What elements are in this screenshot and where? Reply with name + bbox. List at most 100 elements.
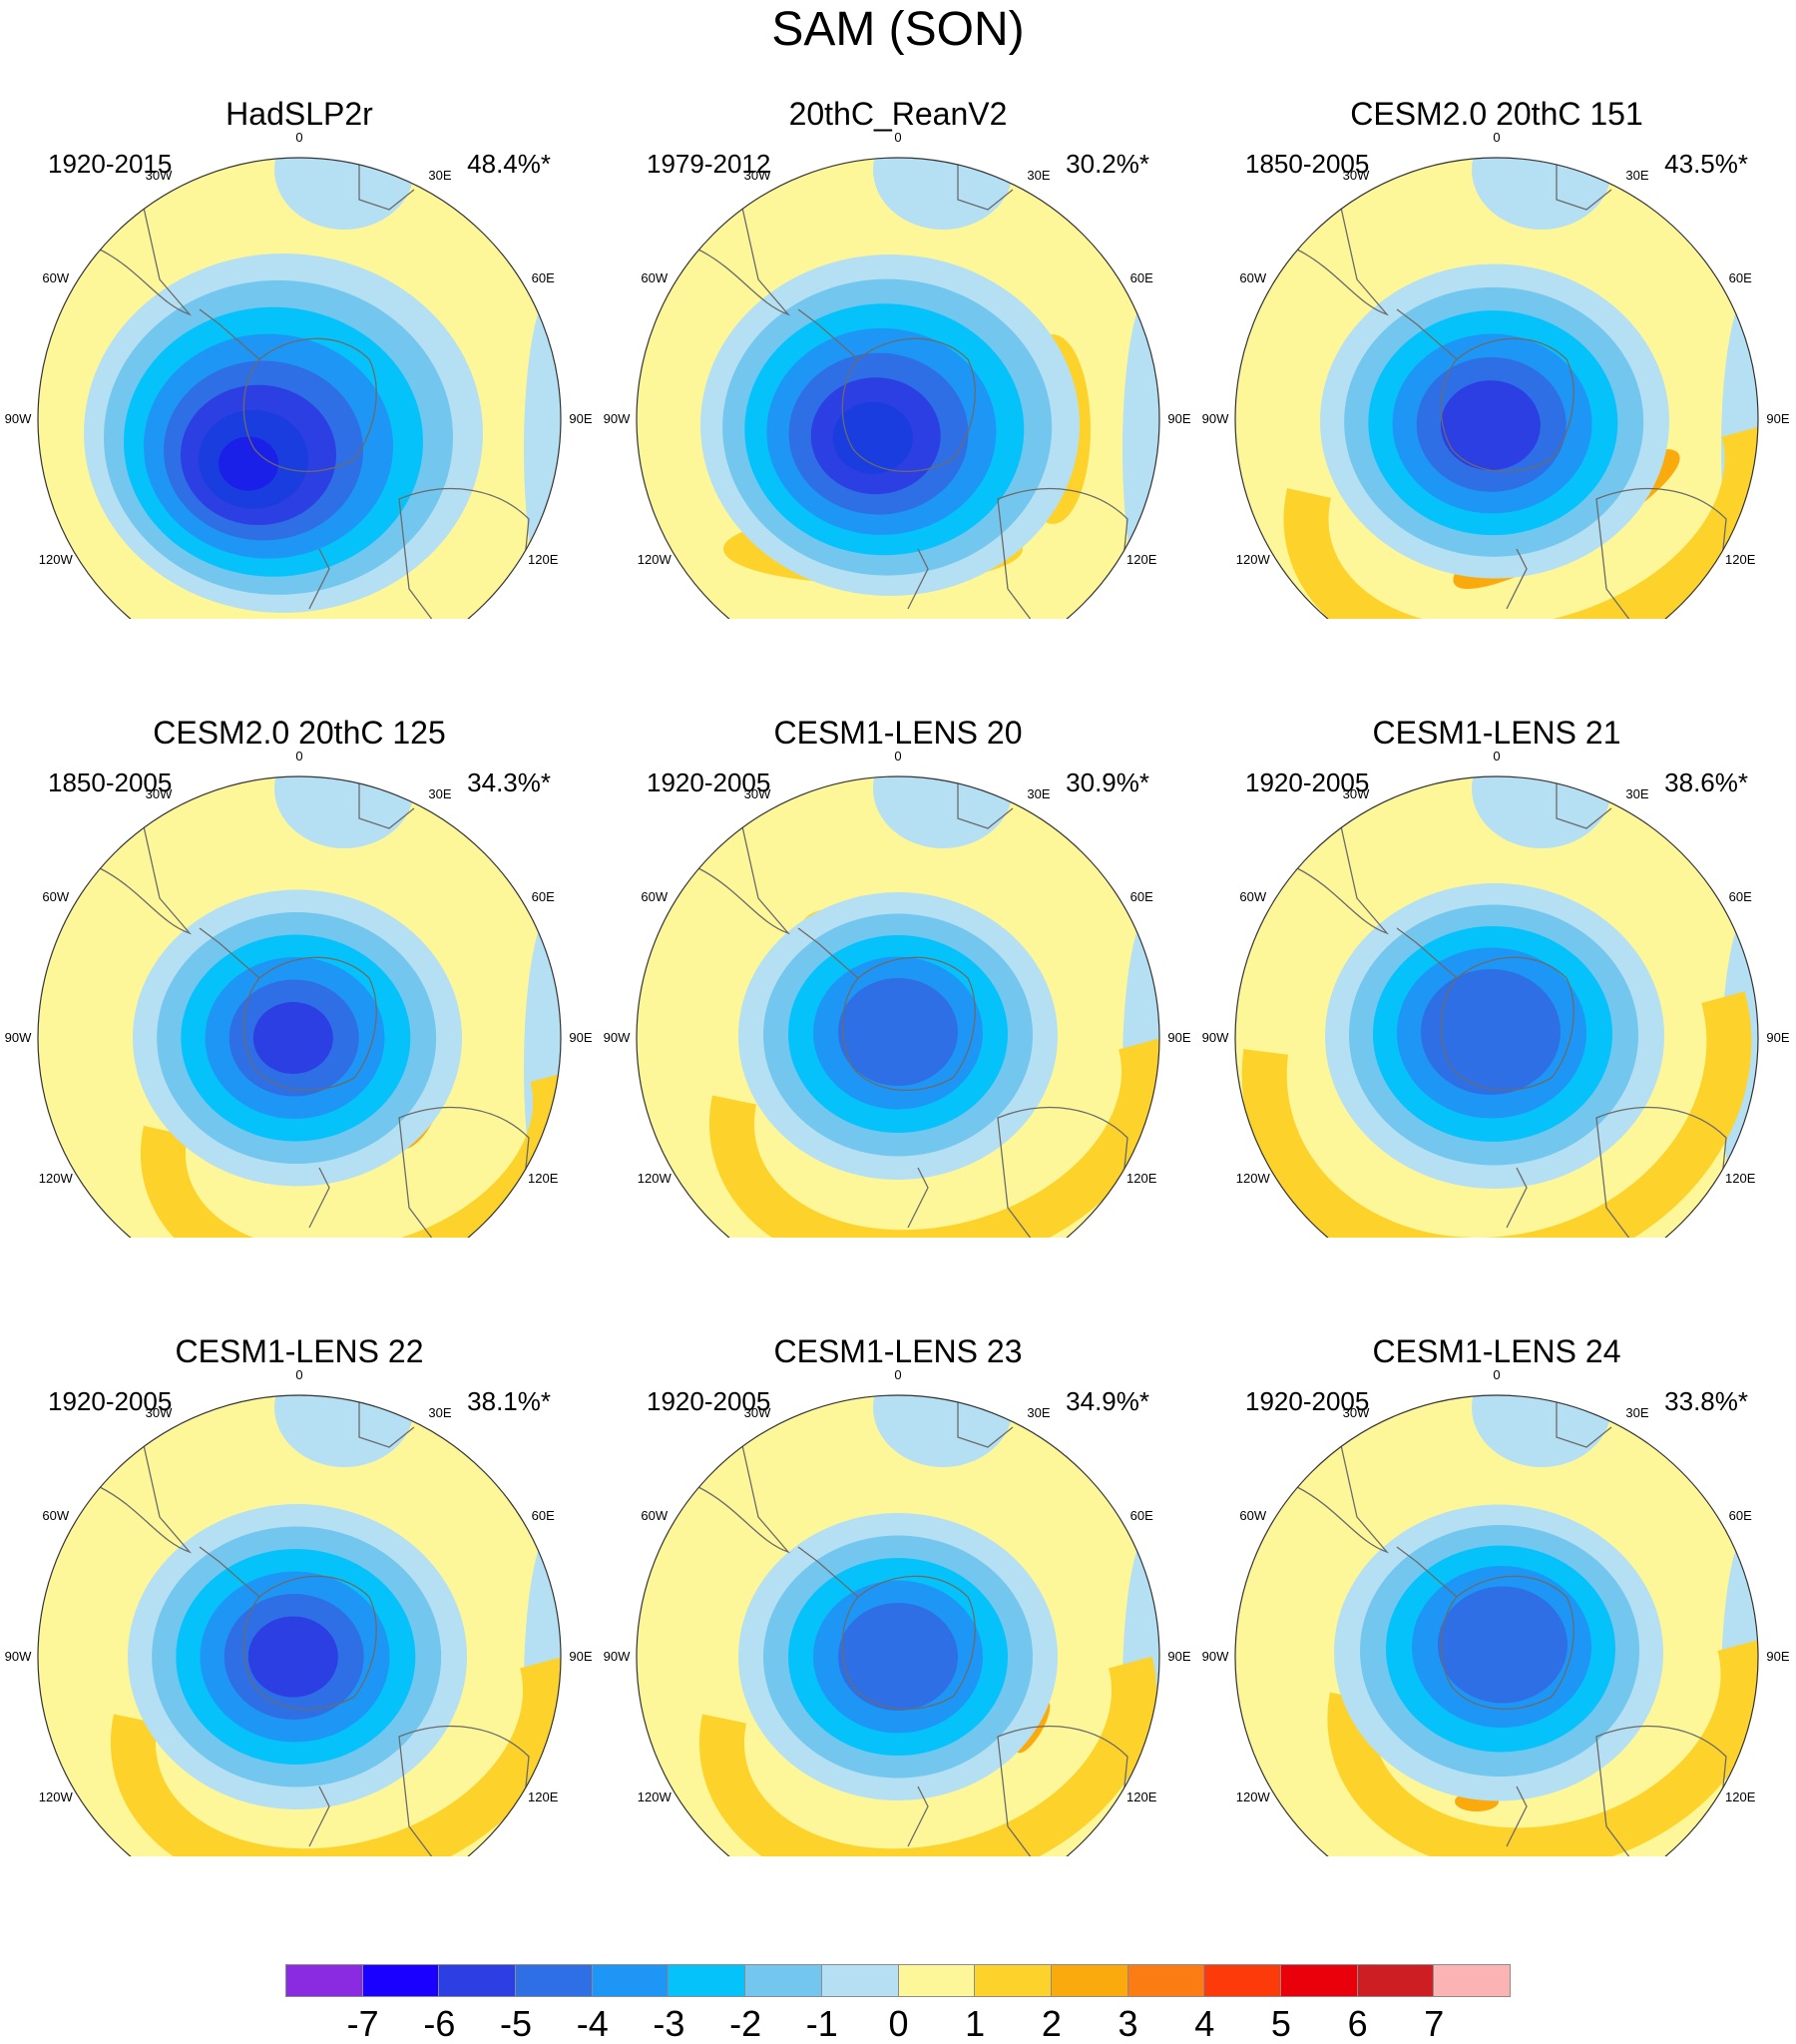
longitude-label: 0 (1493, 1367, 1500, 1382)
colorbar-cell (1126, 1964, 1205, 1997)
longitude-label: 120W (638, 552, 673, 567)
polar-map: 030E60E90E120E150E180150W120W90W60W30W (5, 1367, 593, 1856)
colorbar-label: 4 (1194, 2003, 1215, 2044)
anomaly-patch (873, 1395, 1013, 1467)
longitude-label: 120W (39, 552, 74, 567)
negative-anomaly-contour (1440, 380, 1541, 471)
coastline (242, 337, 377, 472)
longitude-label: 90E (569, 1649, 592, 1664)
coastline (358, 1395, 415, 1448)
longitude-label: 30E (428, 786, 451, 801)
longitude-label: 120E (1126, 1171, 1157, 1186)
polar-map: 030E60E90E120E150E180150W120W90W60W30W (604, 130, 1191, 619)
colorbar-label: 2 (1041, 2003, 1062, 2044)
colorbar-label: 1 (965, 2003, 986, 2044)
coastline (1440, 1575, 1574, 1710)
panel-period: 1920-2005 (647, 1386, 771, 1416)
longitude-label: 60E (1729, 270, 1752, 285)
coastline (697, 1426, 791, 1554)
coastline (1396, 308, 1458, 360)
panel-variance: 38.6%* (1664, 767, 1748, 797)
longitude-label: 90W (1202, 1649, 1229, 1664)
panel-period: 1920-2015 (48, 149, 173, 179)
coastline (199, 927, 260, 979)
anomaly-patch (274, 776, 414, 848)
longitude-label: 0 (1493, 749, 1500, 764)
coastline (841, 956, 976, 1091)
coastline (841, 1575, 976, 1710)
panel-variance: 30.9%* (1066, 767, 1149, 797)
panel-title: 20thC_ReanV2 (788, 96, 1008, 132)
map-panel: CESM1-LENS 22 1920-2005 38.1%* 0 30E 60E 90E 12… (0, 1238, 599, 1856)
longitude-label: 90E (1167, 411, 1190, 426)
colorbar-label: 0 (888, 2003, 909, 2044)
longitude-label: 30E (428, 168, 451, 183)
coastline (358, 776, 415, 829)
longitude-label: 30W (1343, 1405, 1370, 1420)
coastline (1440, 956, 1574, 1091)
negative-anomaly-contour (247, 1616, 338, 1698)
panel-variance: 34.9%* (1066, 1386, 1149, 1416)
colorbar-label: -7 (346, 2003, 379, 2044)
colorbar-cell (974, 1964, 1052, 1997)
panel-variance: 30.2%* (1066, 149, 1149, 179)
longitude-label: 0 (295, 130, 302, 145)
map-panel: 20thC_ReanV2 1979-2012 30.2%* 0 30E 60E 90E 120… (599, 0, 1197, 619)
map-boundary (1234, 157, 1759, 619)
longitude-label: 60W (42, 889, 69, 904)
coastline (957, 776, 1014, 829)
panel-variance: 38.1%* (467, 1386, 551, 1416)
negative-anomaly-contour (252, 1002, 333, 1074)
colorbar-label: 6 (1347, 2003, 1368, 2044)
longitude-label: 30E (1625, 168, 1648, 183)
coastline (199, 1546, 260, 1598)
longitude-label: 90W (5, 411, 32, 426)
panel-period: 1850-2005 (48, 767, 173, 797)
longitude-label: 60W (42, 1508, 69, 1523)
map-boundary (636, 775, 1160, 1238)
longitude-label: 90E (569, 1030, 592, 1045)
colorbar-cell (1050, 1964, 1128, 1997)
coastline (1396, 927, 1458, 979)
colorbar-label: 7 (1424, 2003, 1445, 2044)
colorbar (285, 1964, 1511, 1997)
map-panel: CESM1-LENS 20 1920-2005 30.9%* 0 30E 60E 90E 12… (599, 619, 1197, 1238)
panel-title: CESM1-LENS 20 (773, 715, 1023, 751)
longitude-label: 30E (1625, 786, 1648, 801)
longitude-label: 120W (1236, 552, 1271, 567)
negative-anomaly-contour (838, 978, 958, 1086)
longitude-label: 90E (1766, 1030, 1789, 1045)
coastline (1506, 548, 1528, 610)
longitude-label: 120W (39, 1171, 74, 1186)
coastline (358, 158, 415, 211)
longitude-label: 120E (528, 552, 559, 567)
longitude-label: 120W (1236, 1171, 1271, 1186)
map-boundary (37, 157, 562, 619)
polar-map: 030E60E90E120E150E180150W120W90W60W30W (5, 749, 593, 1238)
colorbar-label: -1 (805, 2003, 838, 2044)
longitude-label: 90W (604, 411, 631, 426)
map-panel: CESM2.0 20thC 125 1850-2005 34.3%* 0 30E 60E 9… (0, 619, 599, 1238)
longitude-label: 30W (744, 168, 771, 183)
panel-period: 1920-2005 (647, 767, 771, 797)
longitude-label: 90W (5, 1030, 32, 1045)
map-boundary (37, 1394, 562, 1856)
longitude-label: 60E (532, 270, 555, 285)
anomaly-patch (1472, 1395, 1611, 1467)
longitude-label: 120E (1725, 1789, 1756, 1804)
longitude-label: 60E (1130, 889, 1153, 904)
coastline (797, 927, 859, 979)
colorbar-label: -5 (500, 2003, 533, 2044)
coastline (797, 1546, 859, 1598)
coastline (1506, 1167, 1528, 1229)
coastline (907, 1167, 929, 1229)
longitude-label: 120E (528, 1171, 559, 1186)
colorbar-label: -2 (729, 2003, 762, 2044)
panel-title: CESM1-LENS 24 (1372, 1333, 1621, 1369)
coastline (99, 189, 193, 316)
map-panel: CESM1-LENS 23 1920-2005 34.9%* 0 30E 60E 90E 12… (599, 1238, 1197, 1856)
coastline (907, 1786, 929, 1847)
coastline (1296, 189, 1390, 316)
longitude-label: 60E (532, 889, 555, 904)
longitude-label: 0 (295, 1367, 302, 1382)
